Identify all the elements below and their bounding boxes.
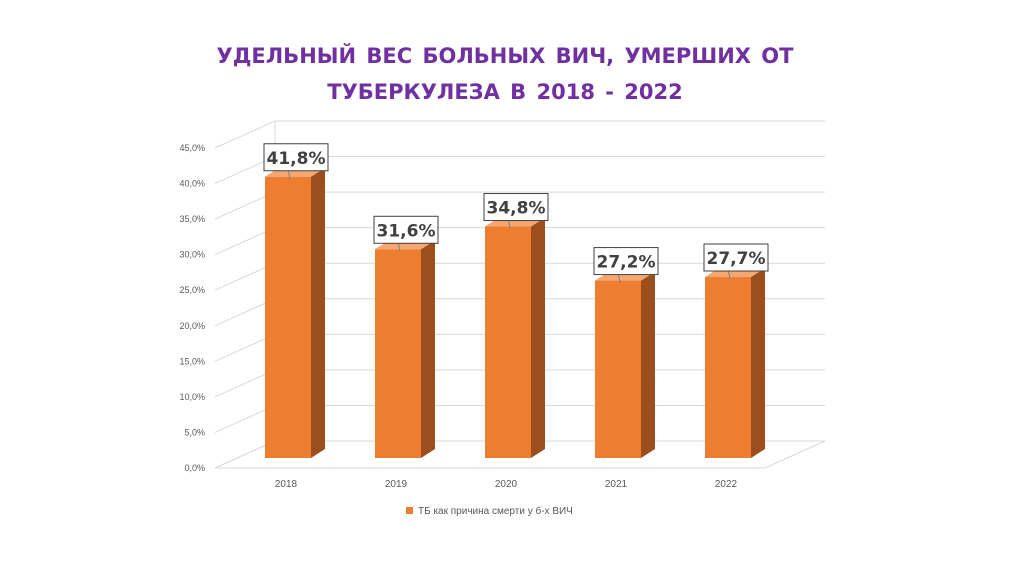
x-axis-categories: 2018 2019 2020 2021 2022 [275,479,738,490]
legend-swatch [406,507,413,514]
legend: ТБ как причина смерти у б-х ВИЧ [406,505,573,517]
bar-side [641,271,655,458]
bar-side [311,167,325,458]
y-tick-label: 30,0% [179,250,205,260]
data-label-2018: 41,8% [263,143,329,179]
x-category-label: 2021 [605,479,628,490]
data-label-text: 34,8% [487,199,546,219]
chart-title-line-1: УДЕЛЬНЫЙ ВЕС БОЛЬНЫХ ВИЧ, УМЕРШИХ ОТ [216,44,794,68]
y-tick-label: 5,0% [184,427,205,437]
bar-2022 [705,268,765,458]
data-label-2022: 27,7% [703,243,769,280]
y-tick-label: 15,0% [179,356,205,366]
x-category-label: 2018 [275,479,298,490]
gridline [214,120,825,149]
data-label-2019: 31,6% [373,215,439,252]
bar-2018 [265,167,325,458]
data-label-2020: 34,8% [483,193,549,229]
data-label-box [263,143,329,172]
bar-front [705,277,751,458]
y-tick-label: 40,0% [179,179,205,189]
bar-2021 [595,271,655,458]
bar-2019 [375,240,435,458]
legend-label: ТБ как причина смерти у б-х ВИЧ [418,505,573,517]
bar-side [421,240,435,458]
data-label-box [593,247,659,276]
data-label-box [483,193,549,222]
data-labels: 41,8% 31,6% 34,8% 27,2% 27,7% [263,143,769,283]
x-category-label: 2020 [495,479,518,490]
y-tick-label: 0,0% [184,463,205,473]
bar-front [595,280,641,458]
chart-title: УДЕЛЬНЫЙ ВЕС БОЛЬНЫХ ВИЧ, УМЕРШИХ ОТ ТУБ… [0,38,1010,110]
bar-side [531,217,545,458]
x-category-label: 2022 [715,479,738,490]
bar-2020 [485,217,545,458]
data-label-2021: 27,2% [593,247,659,283]
bar-front [485,226,531,458]
bar-front [375,249,421,458]
y-tick-label: 10,0% [179,392,205,402]
bar-front [265,176,311,458]
y-tick-label: 20,0% [179,321,205,331]
floor [215,440,826,469]
bar-side [751,268,765,458]
data-label-text: 41,8% [267,149,326,169]
y-axis-ticks: 0,0% 5,0% 10,0% 15,0% 20,0% 25,0% 30,0% 35,0% 40… [179,143,205,473]
chart-title-line-2: ТУБЕРКУЛЕЗА В 2018 - 2022 [327,80,683,104]
y-tick-label: 25,0% [179,285,205,295]
x-category-label: 2019 [385,479,408,490]
data-label-text: 27,2% [597,253,656,273]
data-label-text: 31,6% [377,221,436,241]
data-label-box [703,243,769,272]
data-label-text: 27,7% [707,249,766,269]
y-tick-label: 35,0% [179,214,205,224]
data-label-box [373,215,439,244]
y-tick-label: 45,0% [179,143,205,153]
bars [265,167,765,458]
